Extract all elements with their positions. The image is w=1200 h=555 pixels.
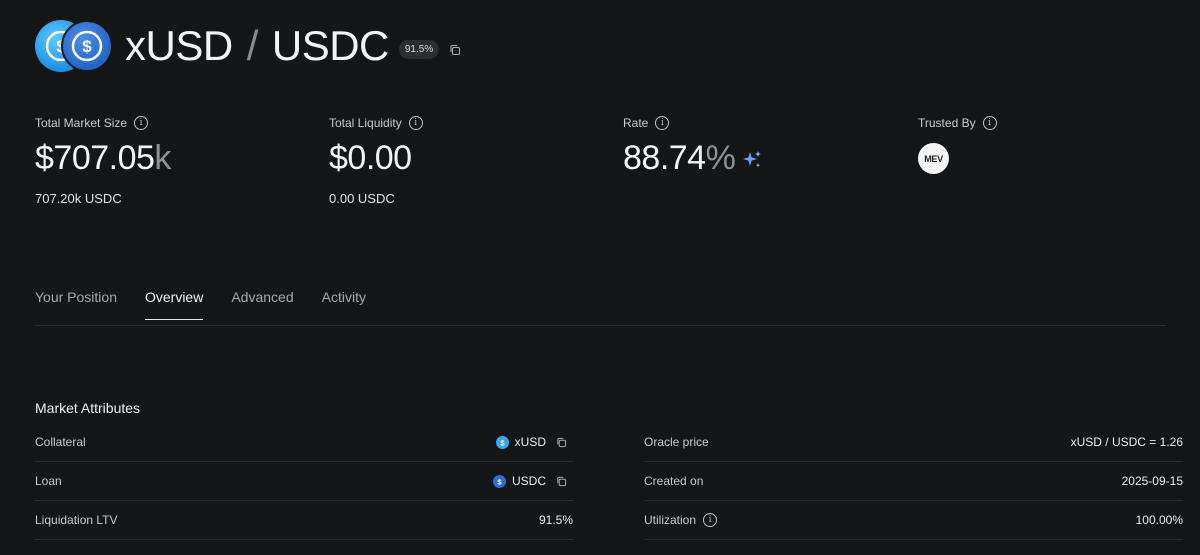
usdc-coin-icon: $ xyxy=(492,474,506,488)
tab-activity[interactable]: Activity xyxy=(321,289,366,305)
lltv-badge: 91.5% xyxy=(398,39,440,59)
pair-separator: / xyxy=(246,22,259,69)
attr-row-collateral: Collateral $ xUSD xyxy=(35,423,573,462)
info-icon[interactable]: i xyxy=(982,116,997,130)
info-icon[interactable]: i xyxy=(703,513,718,527)
stat-market-size: Total Market Size i $707.05k 707.20k USDC xyxy=(35,116,171,206)
page-title: xUSD / USDC xyxy=(125,22,389,70)
stat-label: Total Liquidity i xyxy=(329,116,423,130)
svg-text:$: $ xyxy=(497,477,502,486)
tab-your-position[interactable]: Your Position xyxy=(35,289,117,305)
token-pair-icons: $ $ xyxy=(35,20,113,72)
copy-icon[interactable] xyxy=(449,43,461,56)
utilization-value: 100.00% xyxy=(1135,513,1183,527)
loan-symbol: USDC xyxy=(271,22,390,69)
tabs-divider xyxy=(35,325,1166,326)
loan-value: USDC xyxy=(511,474,546,488)
attr-value: $ xUSD xyxy=(495,435,573,449)
section-title: Market Attributes xyxy=(35,400,141,416)
rate-suffix: % xyxy=(705,139,736,177)
usdc-coin-icon: $ xyxy=(61,20,113,72)
sparkle-icon[interactable] xyxy=(741,141,763,180)
liquidity-value: $0.00 xyxy=(329,139,412,177)
liquidation-ltv-value: 91.5% xyxy=(538,513,573,527)
tab-overview[interactable]: Overview xyxy=(144,289,204,320)
stat-label: Trusted By i xyxy=(918,116,997,130)
stat-liquidity: Total Liquidity i $0.00 0.00 USDC xyxy=(329,116,423,206)
utilization-label: Utilization xyxy=(644,513,697,527)
stat-trusted-by: Trusted By i MEV xyxy=(918,116,997,174)
stat-label: Rate i xyxy=(623,116,763,130)
oracle-price-value: xUSD / USDC = 1.26 xyxy=(1070,435,1183,449)
trusted-by-label: Trusted By xyxy=(918,116,976,130)
attr-key: Loan xyxy=(35,474,62,488)
attr-value: $ USDC xyxy=(492,474,573,488)
market-size-value: $707.05k xyxy=(35,139,171,178)
copy-icon[interactable] xyxy=(556,437,567,448)
xusd-coin-icon: $ xyxy=(495,435,509,449)
tab-advanced[interactable]: Advanced xyxy=(231,289,294,305)
svg-text:$: $ xyxy=(82,37,92,56)
attr-key: Created on xyxy=(644,474,704,488)
attr-row-oracle-price: Oracle price xUSD / USDC = 1.26 xyxy=(644,423,1183,462)
attr-key: Oracle price xyxy=(644,435,709,449)
market-size-amount: $707.05 xyxy=(35,139,155,177)
rate-amount: 88.74 xyxy=(623,139,706,177)
attributes-left: Collateral $ xUSD Loan $ USDC Liquidatio… xyxy=(35,423,573,540)
attr-row-utilization: Utilization i 100.00% xyxy=(644,501,1183,540)
svg-text:$: $ xyxy=(500,438,505,447)
copy-icon[interactable] xyxy=(556,476,567,487)
info-icon[interactable]: i xyxy=(134,116,149,130)
rate-label: Rate xyxy=(623,116,649,130)
stat-rate: Rate i 88.74% xyxy=(623,116,763,180)
collateral-value: xUSD xyxy=(514,435,546,449)
info-icon[interactable]: i xyxy=(655,116,670,130)
liquidity-sub: 0.00 USDC xyxy=(329,191,395,206)
attr-key: Liquidation LTV xyxy=(35,513,118,527)
tab-bar: Your Position Overview Advanced Activity xyxy=(35,289,1166,320)
liquidity-label: Total Liquidity xyxy=(329,116,402,130)
created-on-value: 2025-09-15 xyxy=(1121,474,1183,488)
market-header: $ $ xUSD / USDC 91.5% xyxy=(35,20,461,72)
attr-row-liquidation-ltv: Liquidation LTV 91.5% xyxy=(35,501,573,540)
attributes-right: Oracle price xUSD / USDC = 1.26 Created … xyxy=(644,423,1183,540)
info-icon[interactable]: i xyxy=(408,116,423,130)
attr-key: Collateral xyxy=(35,435,86,449)
attr-row-created-on: Created on 2025-09-15 xyxy=(644,462,1183,501)
rate-value: 88.74% xyxy=(623,139,763,180)
collateral-symbol: xUSD xyxy=(125,22,233,69)
market-size-suffix: k xyxy=(154,139,171,177)
attr-key: Utilization i xyxy=(644,513,718,527)
stat-label: Total Market Size i xyxy=(35,116,171,130)
attr-row-loan: Loan $ USDC xyxy=(35,462,573,501)
mev-capital-logo[interactable]: MEV xyxy=(918,143,949,174)
market-size-label: Total Market Size xyxy=(35,116,128,130)
market-size-sub: 707.20k USDC xyxy=(35,191,122,206)
